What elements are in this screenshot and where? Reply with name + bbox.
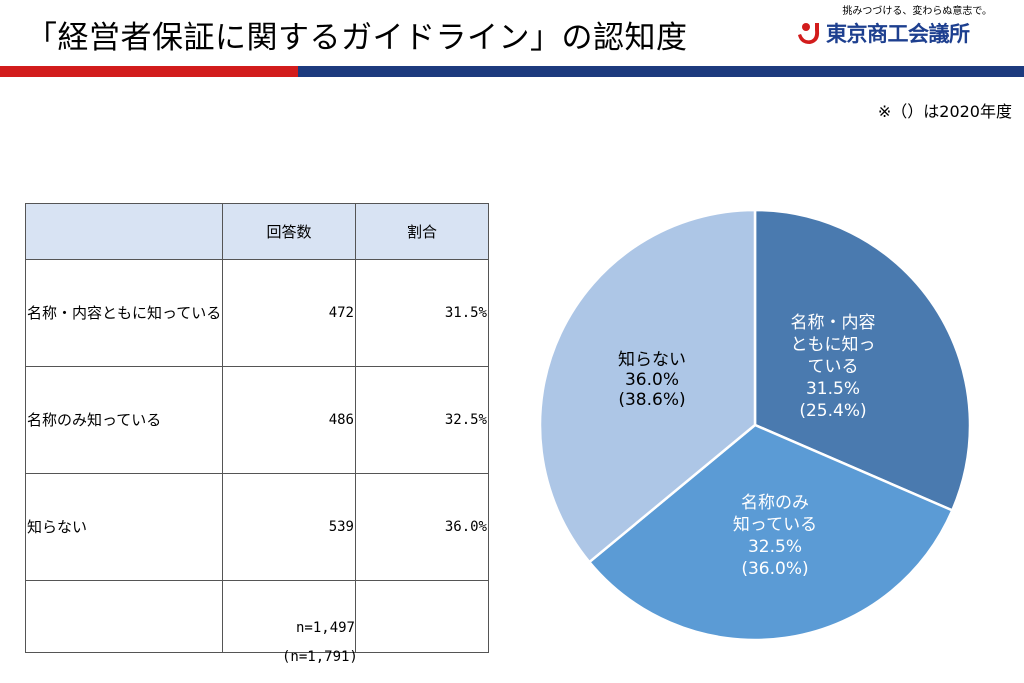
slice-data-label: 31.5% — [806, 379, 860, 399]
header-accent-bar-blue — [298, 66, 1024, 77]
row-label: 名称・内容ともに知っている — [25, 259, 223, 367]
slice-data-label: 36.0% — [625, 370, 679, 390]
table-row: 知らない 539 36.0% — [25, 473, 489, 581]
slice-data-label: (36.0%) — [741, 559, 808, 579]
row-label: 名称のみ知っている — [25, 366, 223, 474]
previous-year-n: (n=1,791) — [282, 649, 358, 665]
slice-data-label: ている — [808, 357, 859, 377]
total-blank — [25, 580, 223, 653]
slice-data-label: (25.4%) — [799, 401, 866, 421]
pie-slice — [538, 208, 757, 564]
header-accent-bar-red — [0, 66, 298, 77]
table-header-ratio: 割合 — [355, 203, 489, 260]
row-ratio: 31.5% — [355, 259, 489, 367]
row-ratio: 32.5% — [355, 366, 489, 474]
slice-data-label: 32.5% — [748, 537, 802, 557]
slice-data-label: 知っている — [733, 515, 817, 535]
logo-tagline: 挑みつづける、変わらぬ意志で。 — [842, 6, 992, 17]
table-total-row: n=1,497 — [25, 580, 489, 653]
row-ratio: 36.0% — [355, 473, 489, 581]
logo-mark-icon — [798, 23, 820, 44]
logo-name: 東京商工会議所 — [826, 22, 970, 46]
row-label: 知らない — [25, 473, 223, 581]
table-header-row: 回答数 割合 — [25, 203, 489, 260]
logo: 挑みつづける、変わらぬ意志で。 東京商工会議所 — [798, 2, 998, 52]
slice-data-label: 名称・内容 — [791, 313, 876, 333]
slice-data-label: 知らない — [618, 350, 686, 370]
pie-slice — [587, 423, 954, 642]
page-title: 「経営者保証に関するガイドライン」の認知度 — [26, 20, 688, 56]
table-header-count: 回答数 — [222, 203, 356, 260]
slice-data-label: ともに知っ — [791, 335, 876, 355]
year-note: ※（）は2020年度 — [877, 102, 1012, 121]
row-count: 539 — [222, 473, 356, 581]
total-blank-right — [355, 580, 489, 653]
pie-slice — [753, 208, 972, 513]
row-count: 472 — [222, 259, 356, 367]
table-row: 名称・内容ともに知っている 472 31.5% — [25, 259, 489, 367]
table-row: 名称のみ知っている 486 32.5% — [25, 366, 489, 474]
slice-data-label: (38.6%) — [618, 390, 685, 410]
table-header-blank — [25, 203, 223, 260]
slice-data-label: 名称のみ — [741, 493, 809, 513]
results-table: 回答数 割合 名称・内容ともに知っている 472 31.5% 名称のみ知っている… — [25, 203, 489, 653]
total-n: n=1,497 — [222, 580, 356, 653]
